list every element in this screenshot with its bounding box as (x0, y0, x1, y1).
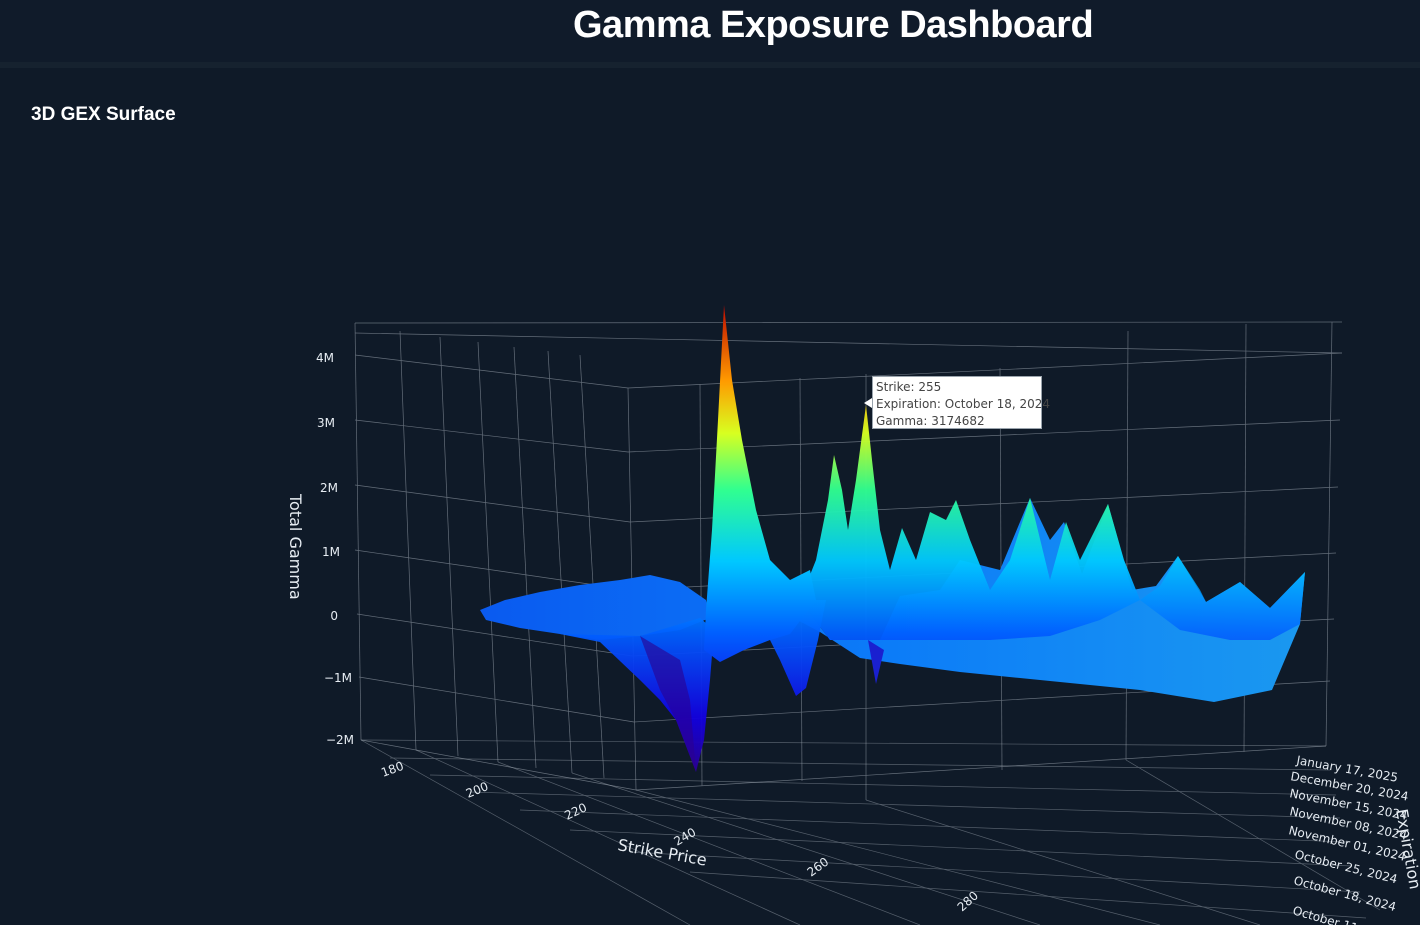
surface-dip-region (560, 618, 714, 772)
section-title: 3D GEX Surface (31, 104, 176, 125)
surface-shadow-detail (640, 636, 696, 772)
page-title: Gamma Exposure Dashboard (573, 4, 1094, 46)
tooltip-expiration: Expiration: October 18, 2024 (876, 397, 1051, 411)
z-tick: 3M (317, 416, 335, 430)
x-tick: 200 (464, 779, 490, 801)
header-bar: Gamma Exposure Dashboard (0, 0, 1420, 68)
surface-dip-small (868, 640, 884, 684)
y-axis-ticks: January 17, 2025 December 20, 2024 Novem… (1287, 753, 1409, 925)
surface-peak-245 (800, 405, 1140, 640)
z-tick: 2M (320, 481, 338, 495)
x-tick: 180 (379, 759, 405, 780)
z-tick: 4M (316, 351, 334, 365)
z-tick: −1M (324, 671, 352, 685)
z-tick: −2M (326, 733, 354, 747)
z-tick: 1M (322, 545, 340, 559)
x-axis-title: Strike Price (616, 835, 708, 869)
x-axis-ticks: 180 200 220 240 260 280 (379, 759, 981, 914)
floor-grid (360, 739, 1381, 925)
x-tick: 280 (955, 888, 981, 914)
tooltip-pointer (864, 398, 872, 408)
gamma-surface[interactable] (480, 305, 1305, 772)
surface-main-peak (704, 305, 816, 662)
x-tick: 220 (562, 800, 589, 822)
tooltip-strike: Strike: 255 (876, 380, 942, 394)
x-tick: 260 (805, 855, 832, 880)
z-axis-title: Total Gamma (286, 493, 305, 600)
z-tick: 0 (330, 609, 338, 623)
surface-right-ridge (1140, 556, 1305, 640)
tooltip-gamma: Gamma: 3174682 (876, 414, 985, 428)
z-axis-ticks: 4M 3M 2M 1M 0 −1M −2M (316, 351, 354, 747)
surface-floor-left (480, 575, 710, 640)
hover-tooltip: Strike: 255 Expiration: October 18, 2024… (872, 376, 1051, 429)
